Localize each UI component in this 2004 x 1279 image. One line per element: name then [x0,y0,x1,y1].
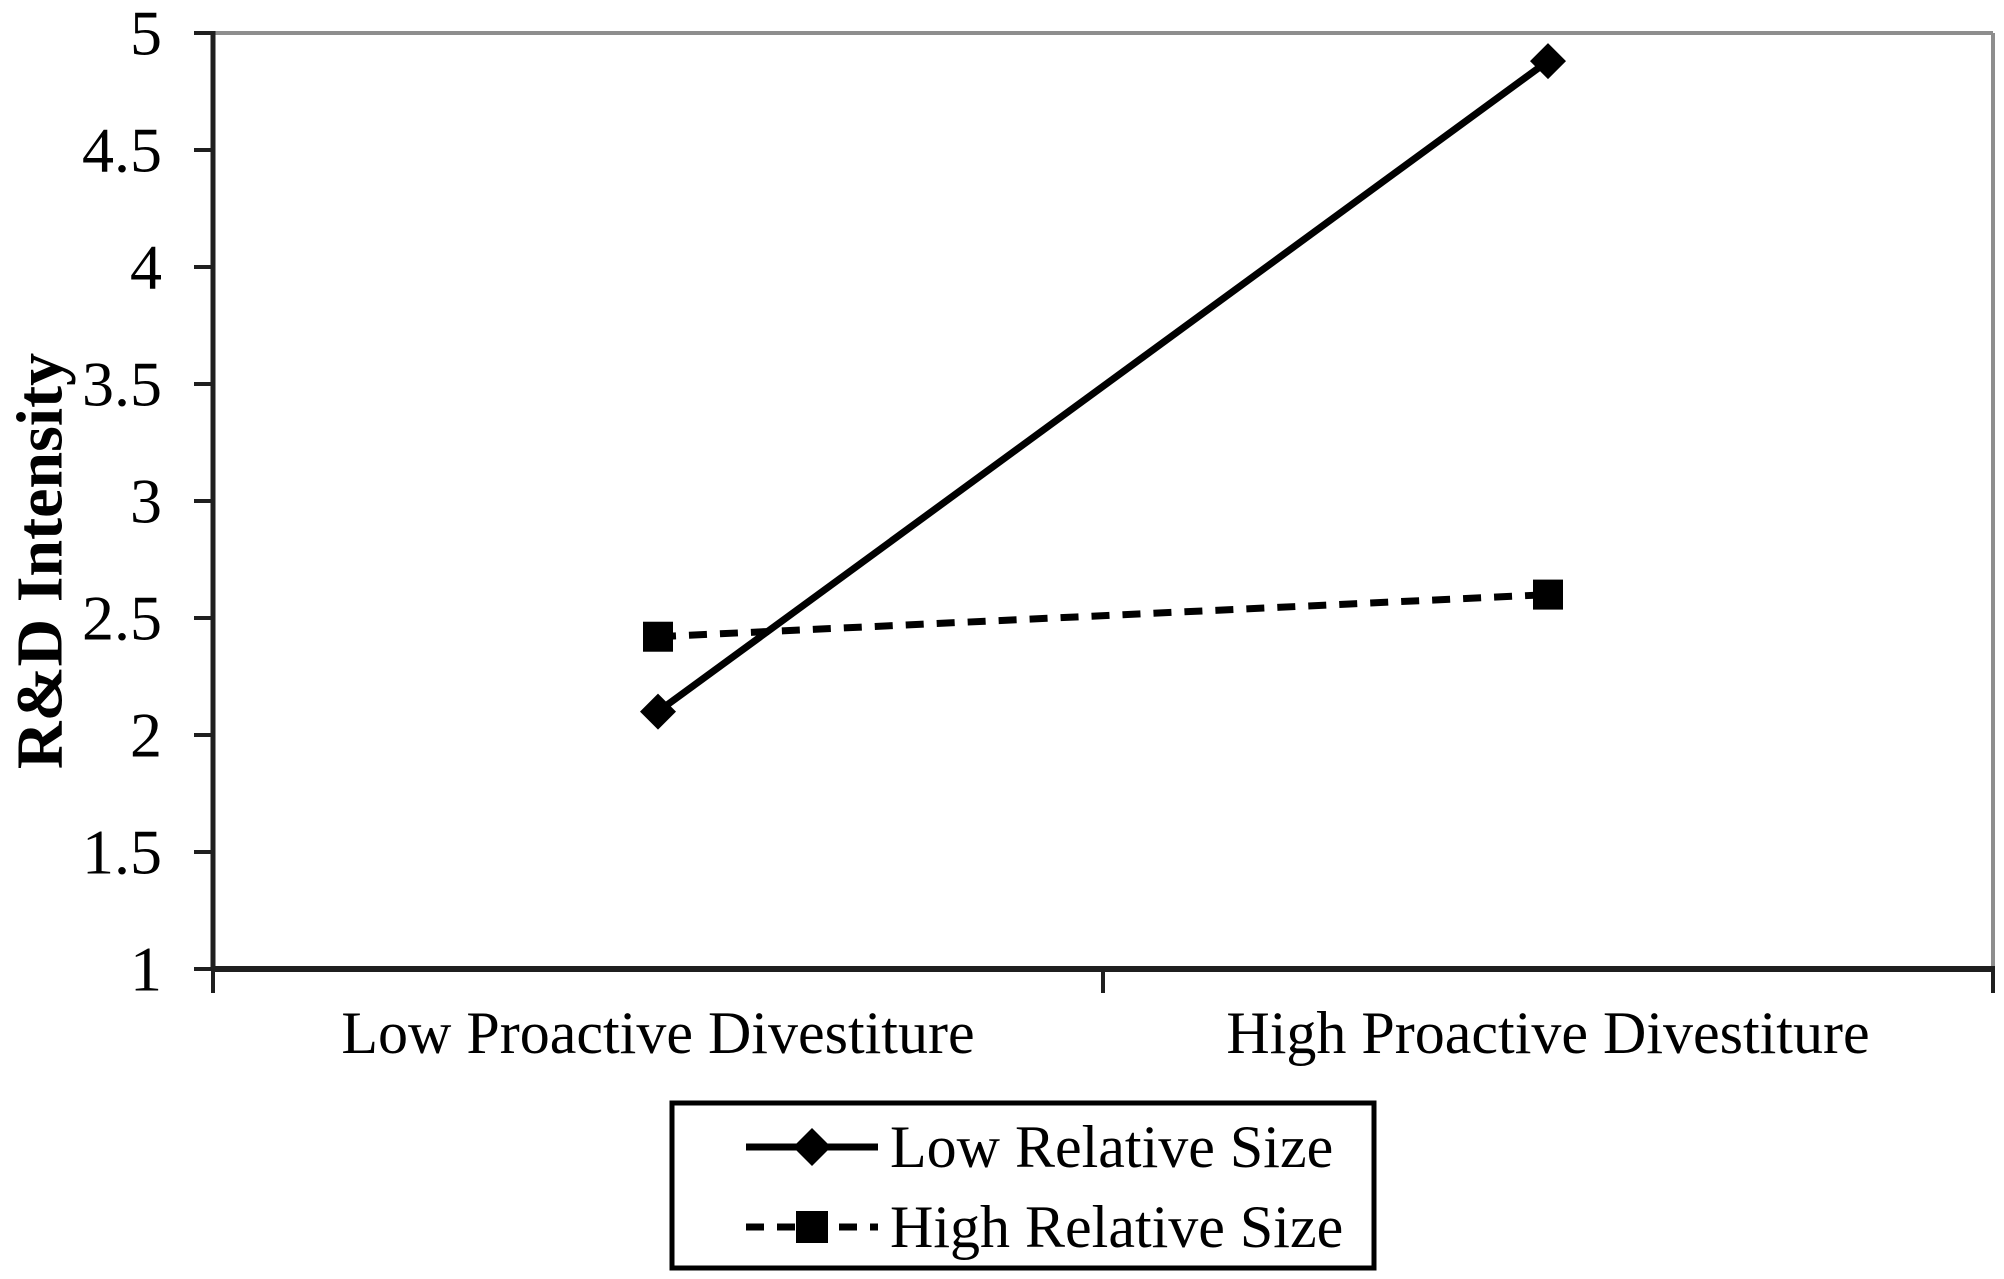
legend-label-0: Low Relative Size [890,1114,1333,1180]
y-tick-label: 2.5 [82,583,162,654]
y-tick-label: 3 [130,466,162,537]
series-0-diamond-marker [1530,43,1566,80]
legend-square-icon [796,1211,828,1243]
legend-label-1: High Relative Size [890,1194,1343,1260]
legend-box [669,1100,1377,1271]
series-line-0 [655,58,1551,715]
x-axis-category-label: Low Proactive Divestiture [341,1000,974,1066]
y-tick-label: 4 [130,232,162,303]
y-tick-label: 2 [130,700,162,771]
y-tick-label: 4.5 [82,115,162,186]
legend-diamond-icon [793,1128,831,1166]
x-axis-category-label: High Proactive Divestiture [1226,1000,1869,1066]
series-1-square-marker [643,621,673,652]
series-1-square-marker [1533,579,1563,610]
y-tick-label: 5 [130,0,162,69]
series-0-diamond-marker [640,693,676,730]
y-tick-label: 3.5 [82,349,162,420]
y-axis-title: R&D Intensity [4,353,77,769]
y-tick-label: 1.5 [82,817,162,888]
series-line-1 [657,591,1549,641]
y-tick-label: 1 [130,934,162,1005]
